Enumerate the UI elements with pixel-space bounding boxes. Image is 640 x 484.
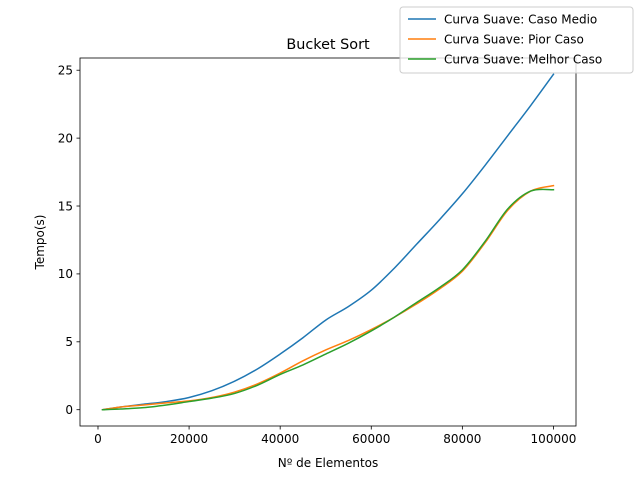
y-tick-label: 5 xyxy=(65,335,73,349)
x-tick-label: 0 xyxy=(94,432,102,446)
x-tick-label: 60000 xyxy=(352,432,390,446)
x-axis: 0 20000 40000 60000 80000 100000 xyxy=(94,426,576,446)
legend: Curva Suave: Caso Medio Curva Suave: Pior… xyxy=(399,6,634,74)
series-line-1 xyxy=(101,73,555,411)
chart-title: Bucket Sort xyxy=(286,37,370,53)
legend-label-2: Curva Suave: Pior Caso xyxy=(444,32,584,46)
legend-box xyxy=(399,6,634,74)
x-tick-label: 20000 xyxy=(170,432,208,446)
x-axis-label: Nº de Elementos xyxy=(278,456,379,470)
y-tick-label: 20 xyxy=(58,131,73,145)
y-axis: 0 5 10 15 20 25 xyxy=(58,64,80,417)
series-group xyxy=(101,73,555,411)
x-tick-label: 80000 xyxy=(443,432,481,446)
y-tick-label: 10 xyxy=(58,267,73,281)
plot-frame xyxy=(79,57,577,427)
y-tick-label: 0 xyxy=(65,403,73,417)
y-tick-label: 15 xyxy=(58,199,73,213)
series-line-2 xyxy=(101,184,555,411)
x-tick-label: 40000 xyxy=(261,432,299,446)
x-tick-label: 100000 xyxy=(531,432,577,446)
y-axis-label: Tempo(s) xyxy=(33,215,47,271)
legend-label-1: Curva Suave: Caso Medio xyxy=(444,12,597,26)
plot-area xyxy=(79,57,577,427)
y-tick-label: 25 xyxy=(58,64,73,78)
legend-label-3: Curva Suave: Melhor Caso xyxy=(444,52,602,66)
series-line-3 xyxy=(101,188,555,411)
